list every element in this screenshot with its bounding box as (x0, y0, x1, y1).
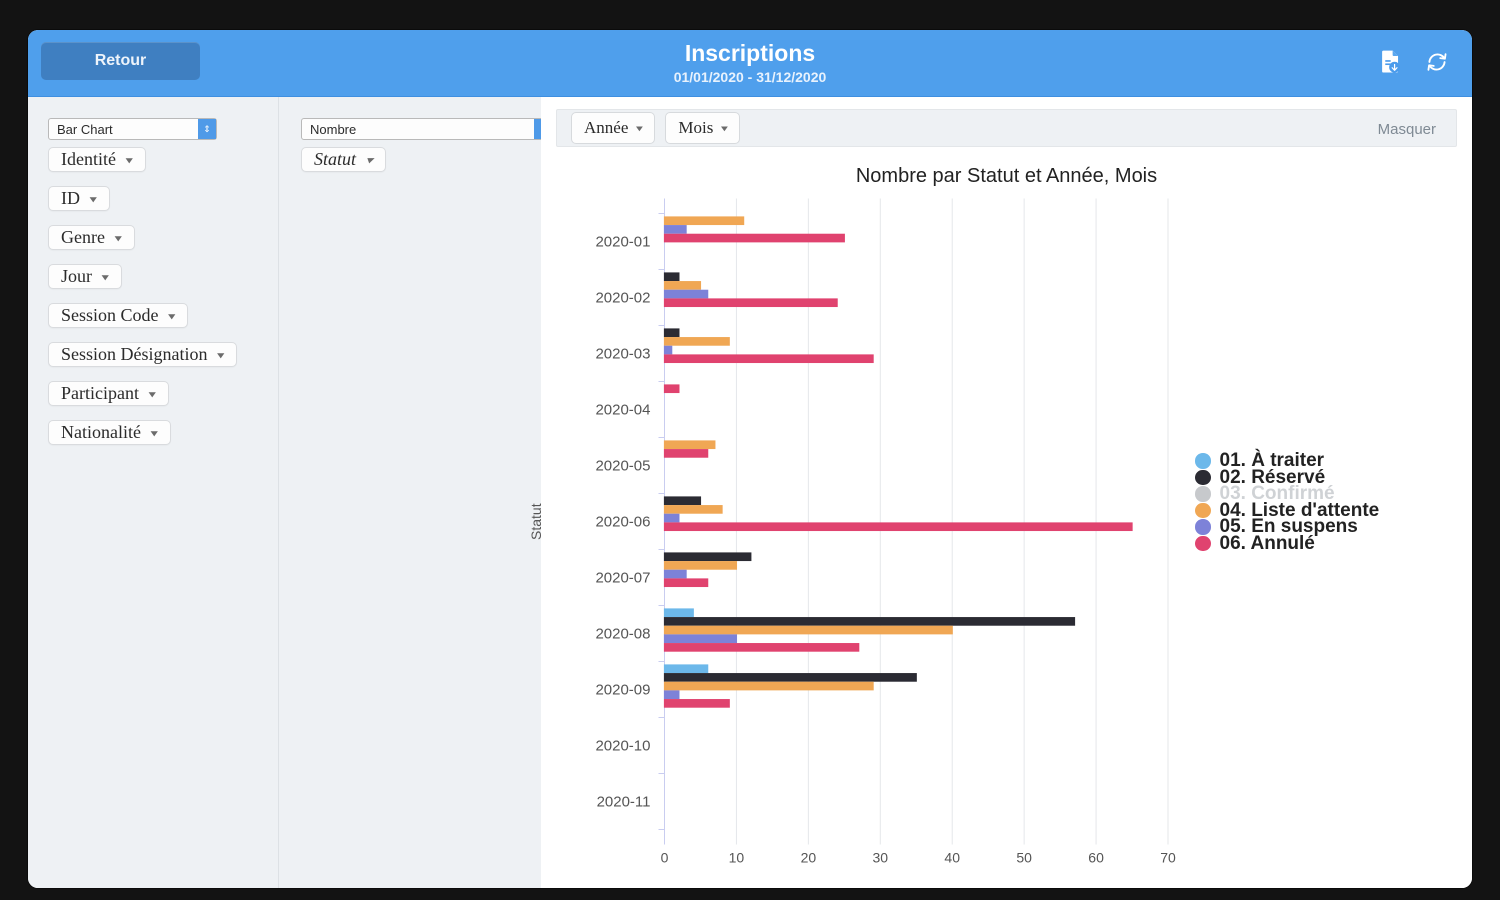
svg-text:2020-01: 2020-01 (595, 234, 650, 251)
svg-text:40: 40 (944, 850, 960, 866)
svg-text:2020-04: 2020-04 (595, 402, 650, 419)
svg-text:10: 10 (729, 850, 745, 866)
svg-text:2020-03: 2020-03 (595, 346, 650, 363)
svg-text:2020-11: 2020-11 (597, 794, 651, 811)
svg-text:60: 60 (1088, 850, 1104, 866)
svg-text:70: 70 (1160, 850, 1176, 866)
svg-text:30: 30 (873, 850, 889, 866)
svg-text:2020-05: 2020-05 (595, 458, 650, 475)
svg-text:50: 50 (1016, 850, 1032, 866)
svg-text:2020-06: 2020-06 (595, 514, 650, 531)
svg-text:0: 0 (661, 850, 669, 866)
svg-text:2020-02: 2020-02 (595, 290, 650, 307)
svg-text:2020-07: 2020-07 (595, 570, 650, 587)
svg-text:2020-10: 2020-10 (595, 738, 650, 755)
svg-text:2020-08: 2020-08 (595, 626, 650, 643)
svg-text:20: 20 (801, 850, 817, 866)
svg-text:2020-09: 2020-09 (595, 682, 650, 699)
